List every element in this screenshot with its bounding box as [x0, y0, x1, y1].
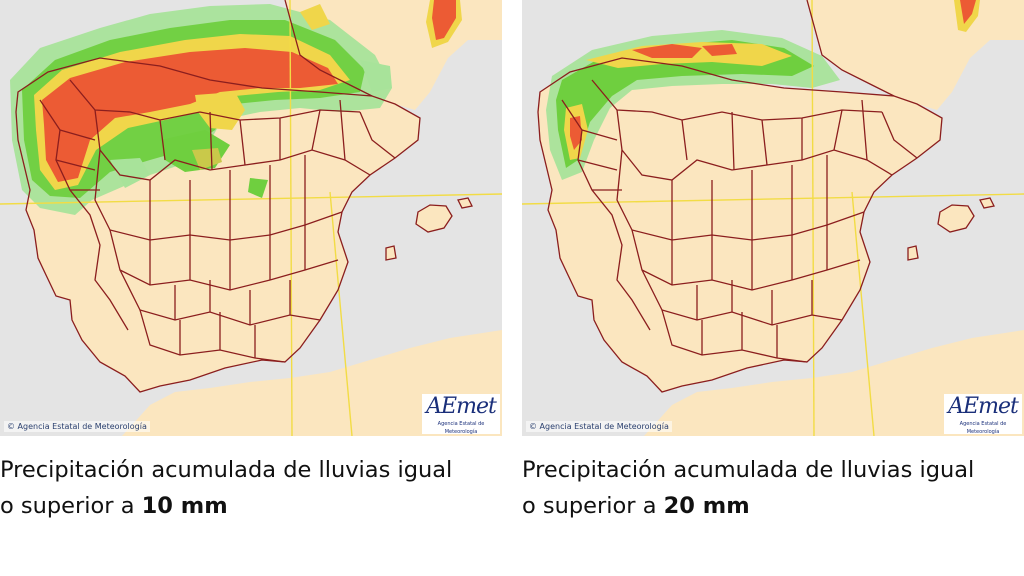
caption-threshold: 10 mm [141, 493, 228, 519]
aemet-logo: AEmet Agencia Estatal de Meteorología [422, 394, 500, 435]
map-caption-10mm: Precipitación acumulada de lluvias igual… [0, 452, 502, 524]
copyright-text: © Agencia Estatal de Meteorología [4, 421, 150, 432]
caption-line-1: Precipitación acumulada de lluvias igual [522, 457, 975, 483]
map-svg-10mm [0, 0, 502, 436]
caption-prefix: o superior a [0, 493, 142, 519]
copyright-text: © Agencia Estatal de Meteorología [526, 421, 672, 432]
caption-line-1: Precipitación acumulada de lluvias igual [0, 457, 453, 483]
map-panel-10mm: © Agencia Estatal de Meteorología AEmet … [0, 0, 502, 576]
caption-prefix: o superior a [522, 493, 664, 519]
aemet-logo-subtitle: Agencia Estatal de Meteorología [959, 421, 1007, 435]
caption-threshold: 20 mm [663, 493, 750, 519]
precipitation-map-20mm: © Agencia Estatal de Meteorología AEmet … [522, 0, 1024, 436]
map-caption-20mm: Precipitación acumulada de lluvias igual… [522, 452, 1024, 524]
aemet-logo-word: AEmet [948, 394, 1019, 419]
map-panel-20mm: © Agencia Estatal de Meteorología AEmet … [522, 0, 1024, 576]
aemet-logo: AEmet Agencia Estatal de Meteorología [944, 394, 1022, 435]
precipitation-overlay-20mm [546, 0, 980, 180]
precipitation-map-10mm: © Agencia Estatal de Meteorología AEmet … [0, 0, 502, 436]
caption-line-2: o superior a 10 mm [0, 488, 502, 524]
map-svg-20mm [522, 0, 1024, 436]
caption-line-2: o superior a 20 mm [522, 488, 1024, 524]
precipitation-overlay-10mm [10, 0, 462, 215]
aemet-logo-word: AEmet [426, 394, 497, 419]
aemet-logo-subtitle: Agencia Estatal de Meteorología [437, 421, 485, 435]
